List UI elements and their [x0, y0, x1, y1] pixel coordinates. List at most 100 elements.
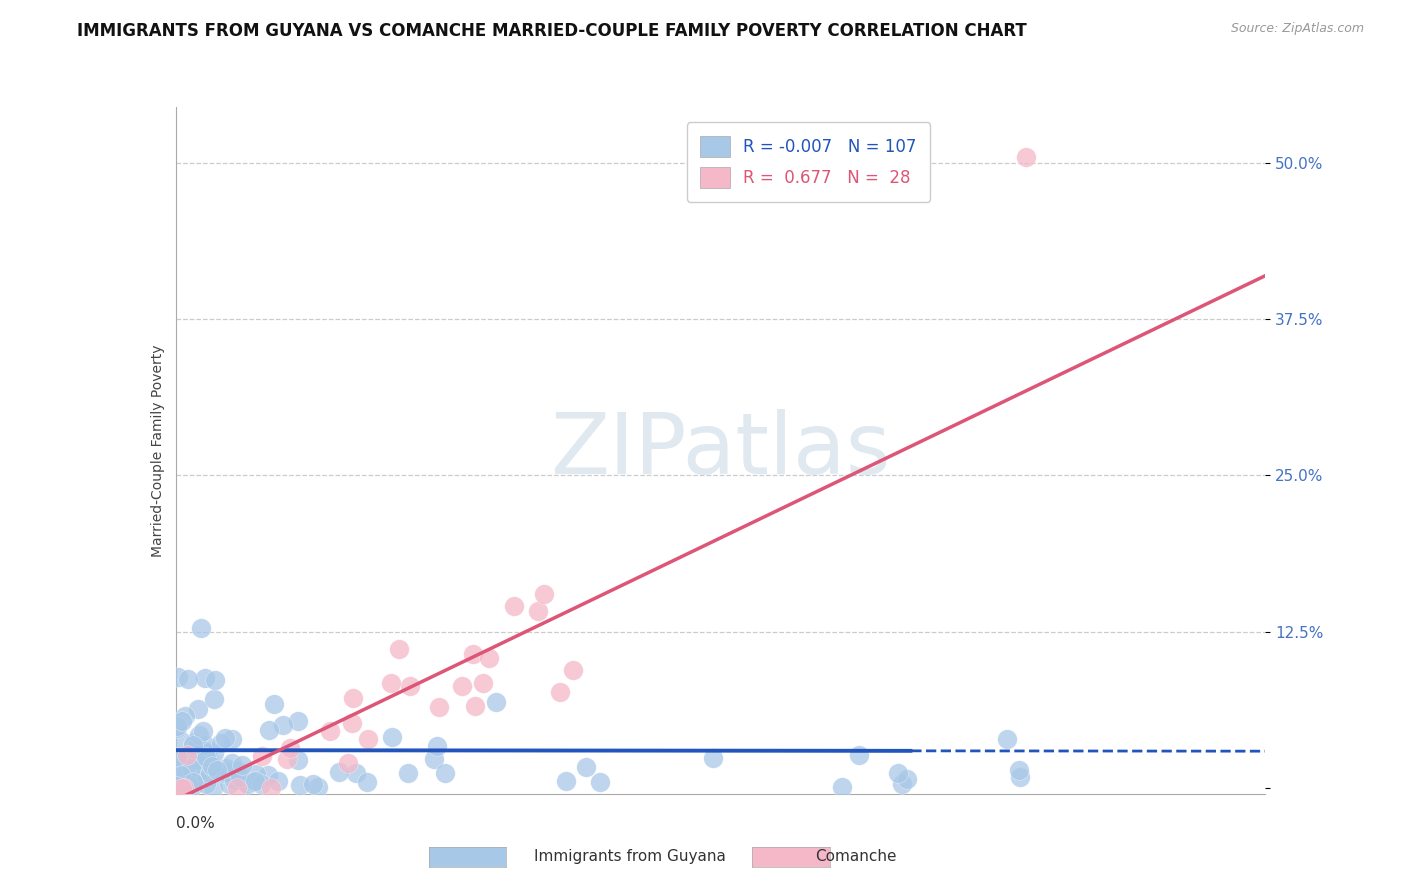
Point	[527, 604, 550, 618]
Point	[995, 732, 1018, 747]
Point	[183, 778, 205, 792]
Point	[183, 764, 205, 778]
Point	[575, 760, 598, 774]
Point	[166, 722, 188, 736]
Point	[167, 751, 190, 765]
Point	[226, 764, 249, 778]
Point	[184, 741, 207, 756]
Point	[194, 672, 217, 686]
Point	[267, 774, 290, 789]
Point	[198, 766, 221, 780]
Point	[250, 776, 273, 790]
Point	[342, 690, 364, 705]
Point	[181, 775, 204, 789]
Point	[209, 736, 232, 750]
Point	[242, 775, 264, 789]
Point	[170, 734, 193, 748]
Point	[202, 747, 225, 761]
Point	[195, 745, 218, 759]
Point	[215, 764, 238, 779]
Point	[288, 778, 311, 792]
Point	[263, 697, 285, 711]
Point	[173, 709, 195, 723]
Point	[887, 765, 910, 780]
Point	[202, 692, 225, 706]
Point	[176, 747, 198, 762]
Point	[218, 776, 240, 790]
Text: Comanche: Comanche	[815, 849, 897, 863]
Point	[204, 673, 226, 687]
Point	[388, 642, 411, 657]
Point	[287, 714, 309, 729]
Point	[502, 599, 524, 614]
Point	[177, 672, 200, 686]
Point	[187, 773, 209, 788]
Point	[193, 738, 215, 752]
Point	[170, 767, 193, 781]
Point	[344, 765, 367, 780]
Point	[167, 763, 190, 777]
Point	[174, 751, 197, 765]
Point	[172, 772, 194, 787]
Point	[190, 621, 212, 635]
Point	[896, 772, 918, 787]
Point	[337, 756, 360, 770]
Point	[554, 773, 576, 788]
Point	[180, 773, 202, 788]
Text: ZIPatlas: ZIPatlas	[550, 409, 891, 492]
Point	[271, 718, 294, 732]
Point	[548, 684, 571, 698]
Point	[181, 736, 204, 750]
Point	[191, 723, 214, 738]
Point	[225, 780, 247, 795]
Point	[422, 752, 444, 766]
Point	[187, 752, 209, 766]
Point	[190, 745, 212, 759]
Point	[433, 765, 456, 780]
Point	[173, 780, 195, 795]
Point	[278, 740, 301, 755]
Point	[357, 731, 380, 746]
Point	[287, 753, 309, 767]
Point	[231, 758, 253, 772]
Point	[245, 773, 267, 788]
Point	[172, 758, 194, 772]
Text: Source: ZipAtlas.com: Source: ZipAtlas.com	[1230, 22, 1364, 36]
Text: Immigrants from Guyana: Immigrants from Guyana	[534, 849, 725, 863]
Point	[589, 775, 612, 789]
Point	[478, 650, 501, 665]
Point	[221, 756, 243, 770]
Point	[172, 714, 194, 728]
Point	[194, 750, 217, 764]
Point	[562, 663, 585, 677]
Point	[176, 766, 198, 780]
Point	[485, 695, 508, 709]
Legend: R = -0.007   N = 107, R =  0.677   N =  28: R = -0.007 N = 107, R = 0.677 N = 28	[686, 122, 931, 202]
Point	[451, 679, 474, 693]
Point	[848, 747, 870, 762]
Point	[201, 759, 224, 773]
Point	[166, 719, 188, 733]
Point	[222, 773, 245, 788]
Point	[228, 770, 250, 784]
Point	[201, 780, 224, 795]
Point	[186, 753, 208, 767]
Point	[381, 730, 404, 744]
Point	[533, 587, 555, 601]
Text: 0.0%: 0.0%	[176, 816, 215, 830]
Point	[214, 731, 236, 745]
Point	[195, 776, 218, 790]
Point	[170, 779, 193, 793]
Point	[236, 777, 259, 791]
Point	[396, 765, 419, 780]
Point	[426, 739, 449, 754]
Point	[356, 775, 378, 789]
Point	[200, 756, 222, 770]
Point	[187, 702, 209, 716]
Point	[1015, 150, 1038, 164]
Point	[319, 724, 342, 739]
Point	[890, 777, 912, 791]
Point	[205, 763, 228, 777]
Point	[252, 749, 274, 764]
Point	[177, 777, 200, 791]
